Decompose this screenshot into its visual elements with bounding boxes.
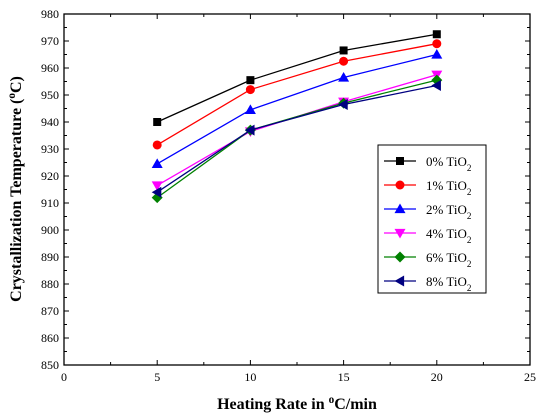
legend-marker [394,203,406,214]
data-point [151,186,162,198]
data-point [338,71,350,82]
x-tick-label: 0 [61,370,67,384]
y-tick-label: 960 [41,61,59,75]
y-tick-label: 880 [41,277,59,291]
y-tick-label: 930 [41,142,59,156]
series-line [156,43,437,146]
data-point [151,158,163,168]
y-tick-label: 970 [41,34,59,48]
series-line [156,53,437,165]
data-point [153,118,162,126]
y-axis-title: Crystallization Temperature (oC) [6,76,25,302]
data-point [246,76,255,85]
series-line [156,79,437,199]
legend-marker [394,275,405,287]
legend-label: 8% TiO2 [426,274,472,293]
y-tick-label: 870 [41,304,59,318]
y-tick-label: 890 [41,250,59,264]
data-point [431,49,443,59]
data-point [432,39,442,49]
data-point [431,80,441,92]
x-tick-label: 25 [524,370,536,384]
y-tick-label: 950 [41,88,59,102]
data-point [245,85,255,95]
data-point [339,46,348,55]
y-tick-label: 940 [41,115,59,129]
data-point [244,124,255,136]
x-tick-label: 20 [431,370,443,384]
legend-marker [396,157,404,165]
y-tick-label: 980 [41,7,59,21]
data-point [151,181,163,191]
legend-marker [395,180,405,190]
legend-box [377,144,487,294]
x-tick-label: 15 [338,370,350,384]
y-tick-label: 850 [41,358,59,372]
legend-marker [394,228,406,239]
x-tick-label: 5 [154,370,160,384]
legend-label: 4% TiO2 [426,226,472,245]
legend-label: 0% TiO2 [426,154,472,173]
legend-label: 2% TiO2 [426,202,472,221]
y-tick-label: 910 [41,196,59,210]
series-line [156,84,437,193]
data-point [339,56,349,66]
series-line [156,33,437,123]
data-point [244,104,256,114]
y-tick-label: 900 [41,223,59,237]
data-point [432,30,441,39]
x-axis-title: Heating Rate in oC/min [217,394,377,413]
data-point [338,98,348,110]
x-tick-label: 10 [244,370,256,384]
y-tick-label: 920 [41,169,59,183]
legend-label: 6% TiO2 [426,250,472,269]
legend-label: 1% TiO2 [426,178,472,197]
y-tick-label: 860 [41,331,59,345]
data-point [152,140,162,150]
legend-marker [394,251,406,263]
